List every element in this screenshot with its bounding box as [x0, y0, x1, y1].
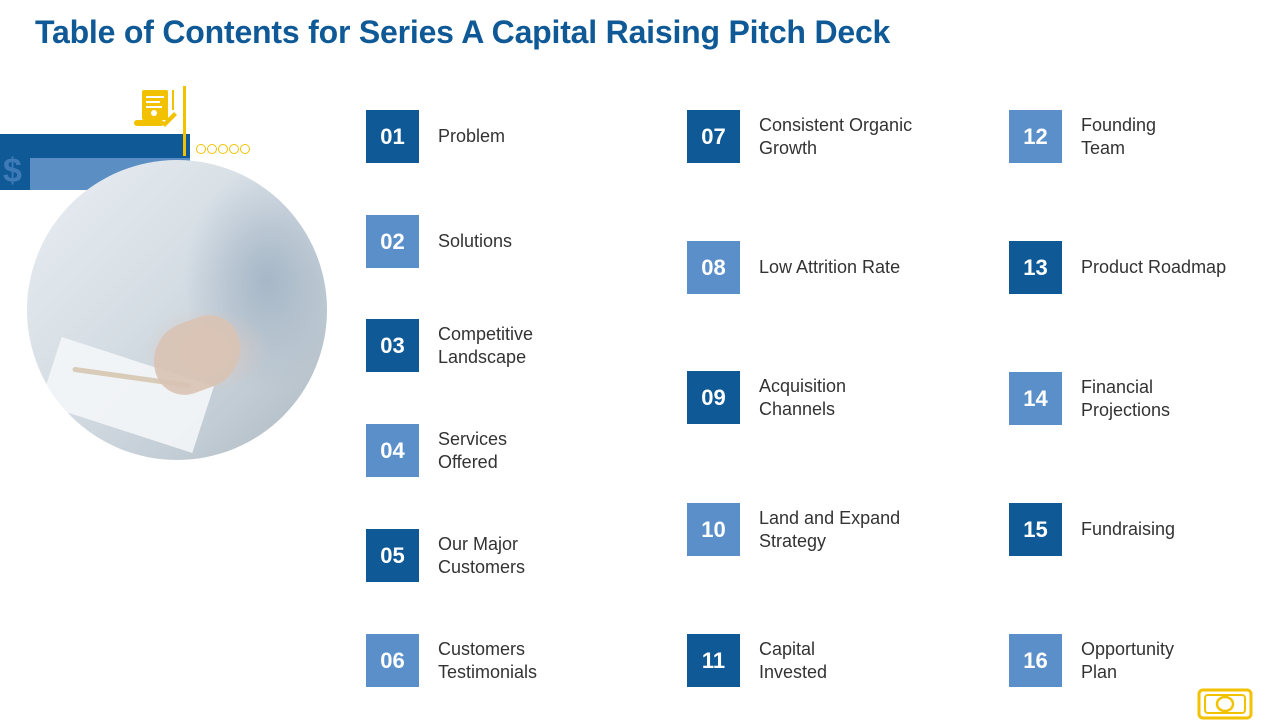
toc-number-badge: 02	[366, 215, 419, 268]
toc-number-badge: 08	[687, 241, 740, 294]
dollar-icon: $	[3, 152, 22, 190]
banknote-icon	[1197, 688, 1253, 720]
toc-item-02[interactable]: 02 Solutions	[366, 215, 666, 269]
toc-label: Capital Invested	[759, 638, 828, 682]
toc-item-06[interactable]: 06 Customers Testimonials	[366, 634, 666, 688]
toc-label: Acquisition Channels	[759, 375, 847, 419]
toc-number-badge: 05	[366, 529, 419, 582]
toc-number-badge: 09	[687, 371, 740, 424]
toc-label: Solutions	[438, 231, 513, 251]
decor-dots	[196, 144, 250, 154]
toc-label: Fundraising	[1081, 519, 1176, 539]
toc-label: Competitive Landscape	[438, 323, 534, 367]
toc-item-07[interactable]: 07 Consistent Organic Growth	[687, 110, 987, 164]
toc-item-08[interactable]: 08 Low Attrition Rate	[687, 241, 987, 295]
toc-label: Consistent Organic Growth	[759, 114, 913, 158]
toc-number-badge: 13	[1009, 241, 1062, 294]
toc-number-badge: 11	[687, 634, 740, 687]
toc-label: Land and Expand Strategy	[759, 507, 901, 551]
toc-item-09[interactable]: 09 Acquisition Channels	[687, 371, 987, 425]
toc-number-badge: 10	[687, 503, 740, 556]
toc-item-16[interactable]: 16 Opportunity Plan	[1009, 634, 1280, 688]
toc-item-10[interactable]: 10 Land and Expand Strategy	[687, 503, 987, 557]
toc-item-05[interactable]: 05 Our Major Customers	[366, 529, 666, 583]
toc-item-03[interactable]: 03 Competitive Landscape	[366, 319, 666, 373]
toc-label: Problem	[438, 126, 506, 146]
toc-label: Financial Projections	[1081, 376, 1171, 420]
page-title: Table of Contents for Series A Capital R…	[35, 14, 891, 50]
decor-bar	[0, 134, 190, 158]
toc-number-badge: 01	[366, 110, 419, 163]
toc-item-11[interactable]: 11 Capital Invested	[687, 634, 987, 688]
toc-label: Services Offered	[438, 428, 508, 472]
toc-number-badge: 12	[1009, 110, 1062, 163]
toc-item-14[interactable]: 14 Financial Projections	[1009, 372, 1280, 426]
toc-number-badge: 06	[366, 634, 419, 687]
toc-label: Customers Testimonials	[438, 638, 538, 682]
toc-label: Low Attrition Rate	[759, 257, 901, 277]
toc-label: Product Roadmap	[1081, 257, 1227, 277]
toc-number-badge: 14	[1009, 372, 1062, 425]
toc-item-04[interactable]: 04 Services Offered	[366, 424, 666, 478]
toc-number-badge: 07	[687, 110, 740, 163]
certificate-document-icon	[134, 90, 177, 127]
toc-item-15[interactable]: 15 Fundraising	[1009, 503, 1280, 557]
toc-label: Opportunity Plan	[1081, 638, 1175, 682]
meeting-photo	[27, 160, 327, 460]
decor-line	[183, 86, 186, 156]
toc-item-01[interactable]: 01 Problem	[366, 110, 666, 164]
toc-number-badge: 03	[366, 319, 419, 372]
toc-item-12[interactable]: 12 Founding Team	[1009, 110, 1280, 164]
toc-label: Founding Team	[1081, 114, 1157, 158]
toc-label: Our Major Customers	[438, 533, 526, 577]
decor-bar	[0, 158, 30, 190]
toc-number-badge: 15	[1009, 503, 1062, 556]
toc-number-badge: 04	[366, 424, 419, 477]
toc-number-badge: 16	[1009, 634, 1062, 687]
toc-item-13[interactable]: 13 Product Roadmap	[1009, 241, 1280, 295]
